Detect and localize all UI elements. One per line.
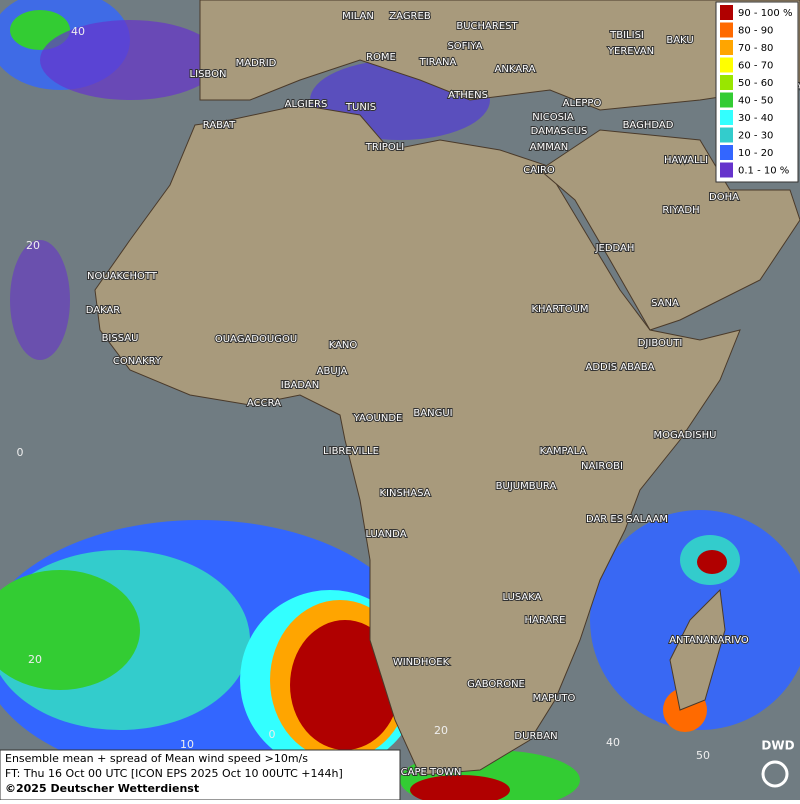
- place-label: OUAGADOUGOU: [215, 334, 297, 345]
- place-label: CAPE TOWN: [401, 767, 462, 778]
- logo-icon: [761, 760, 789, 788]
- place-label: NAIROBI: [581, 461, 623, 472]
- place-label: ALGIERS: [285, 99, 328, 110]
- place-label: MOGADISHU: [654, 430, 717, 441]
- place-label: MILAN: [342, 11, 374, 22]
- place-label: TRIPOLI: [365, 142, 404, 153]
- place-label: KINSHASA: [379, 488, 430, 499]
- place-label: BAGHDAD: [623, 120, 674, 131]
- place-label: ADDIS ABABA: [586, 362, 655, 373]
- legend-label: 70 - 80: [738, 43, 773, 54]
- legend-label: 40 - 50: [738, 96, 773, 107]
- grid-label: 20: [26, 239, 40, 252]
- place-label: LISBON: [190, 69, 227, 80]
- caption-line: Ensemble mean + spread of Mean wind spee…: [5, 752, 308, 765]
- legend-swatch: [720, 40, 733, 55]
- legend-swatch: [720, 75, 733, 90]
- place-label: BUCHAREST: [456, 21, 518, 32]
- place-label: RABAT: [203, 120, 236, 131]
- grid-label: 20: [28, 653, 42, 666]
- legend-swatch: [720, 110, 733, 125]
- legend-swatch: [720, 22, 733, 38]
- place-label: DAMASCUS: [531, 126, 588, 137]
- place-label: WINDHOEK: [393, 657, 450, 668]
- legend-swatch: [720, 162, 733, 178]
- legend-label: 0.1 - 10 %: [738, 166, 789, 177]
- place-label: AMMAN: [530, 142, 568, 153]
- caption-box: [0, 749, 401, 801]
- grid-label: 40: [606, 736, 620, 749]
- legend-swatch: [720, 5, 733, 20]
- place-label: KHARTOUM: [531, 304, 588, 315]
- place-label: IBADAN: [281, 380, 320, 391]
- grid-label: 0: [17, 446, 24, 459]
- legend-swatch: [720, 92, 733, 108]
- place-label: ACCRA: [247, 398, 281, 409]
- place-label: RIYADH: [662, 205, 699, 216]
- caption-line: FT: Thu 16 Oct 00 UTC [ICON EPS 2025 Oct…: [5, 767, 343, 780]
- place-label: DJIBOUTI: [638, 338, 683, 349]
- grid-label: 10: [180, 738, 194, 751]
- place-label: HARARE: [524, 615, 565, 626]
- legend-label: 80 - 90: [738, 26, 773, 37]
- place-label: BANGUI: [413, 408, 452, 419]
- place-label: ZAGREB: [389, 11, 431, 22]
- grid-label: 20: [434, 724, 448, 737]
- legend-label: 30 - 40: [738, 113, 773, 124]
- legend-swatch: [720, 57, 733, 73]
- place-label: BAKU: [666, 35, 693, 46]
- logo: DWD: [761, 739, 794, 753]
- place-label: TBILISI: [609, 30, 644, 41]
- place-label: LUSAKA: [503, 592, 542, 603]
- place-label: ATHENS: [448, 90, 488, 101]
- legend-label: 60 - 70: [738, 61, 773, 72]
- place-label: DAR ES SALAAM: [586, 514, 668, 525]
- place-label: GABORONE: [467, 679, 525, 690]
- place-label: TIRANA: [419, 57, 457, 68]
- grid-label: 40: [71, 25, 85, 38]
- legend: 90 - 100 % 80 - 90 70 - 80 60 - 70 50 - 60 40…: [715, 1, 799, 183]
- place-label: BISSAU: [102, 333, 139, 344]
- grid-label: 50: [696, 749, 710, 762]
- place-label: ANTANANARIVO: [669, 635, 749, 646]
- legend-label: 50 - 60: [738, 78, 773, 89]
- place-label: LUANDA: [365, 529, 406, 540]
- place-label: MADRID: [236, 58, 277, 69]
- place-label: NOUAKCHOTT: [87, 271, 158, 282]
- place-label: SOFIYA: [447, 41, 482, 52]
- place-label: MAPUTO: [533, 693, 576, 704]
- legend-label: 90 - 100 %: [738, 8, 792, 19]
- legend-swatch: [720, 127, 733, 143]
- place-label: DOHA: [709, 192, 739, 203]
- place-label: CAIRO: [523, 165, 555, 176]
- place-label: KAMPALA: [540, 446, 587, 457]
- grid-label: 0: [269, 728, 276, 741]
- place-label: DAKAR: [86, 305, 121, 316]
- legend-label: 10 - 20: [738, 148, 773, 159]
- place-label: CONAKRY: [113, 356, 162, 367]
- land: [94, 0, 800, 776]
- legend-swatch: [720, 145, 733, 160]
- place-label: HAWALLI: [664, 155, 708, 166]
- place-label: NICOSIA: [532, 112, 574, 123]
- place-label: SANA: [651, 298, 679, 309]
- place-label: YAOUNDE: [353, 413, 403, 424]
- caption-line: ©2025 Deutscher Wetterdienst: [5, 782, 199, 795]
- place-label: KANO: [329, 340, 358, 351]
- place-label: BUJUMBURA: [496, 481, 557, 492]
- place-label: DURBAN: [514, 731, 557, 742]
- place-label: ROME: [366, 52, 396, 63]
- place-label: JEDDAH: [595, 243, 635, 254]
- place-label: ANKARA: [495, 64, 536, 75]
- place-label: YEREVAN: [607, 46, 654, 57]
- legend-label: 20 - 30: [738, 131, 773, 142]
- place-label: LIBREVILLE: [323, 446, 379, 457]
- place-label: ALEPPO: [563, 98, 602, 109]
- place-label: ABUJA: [317, 366, 348, 377]
- place-label: TUNIS: [345, 102, 376, 113]
